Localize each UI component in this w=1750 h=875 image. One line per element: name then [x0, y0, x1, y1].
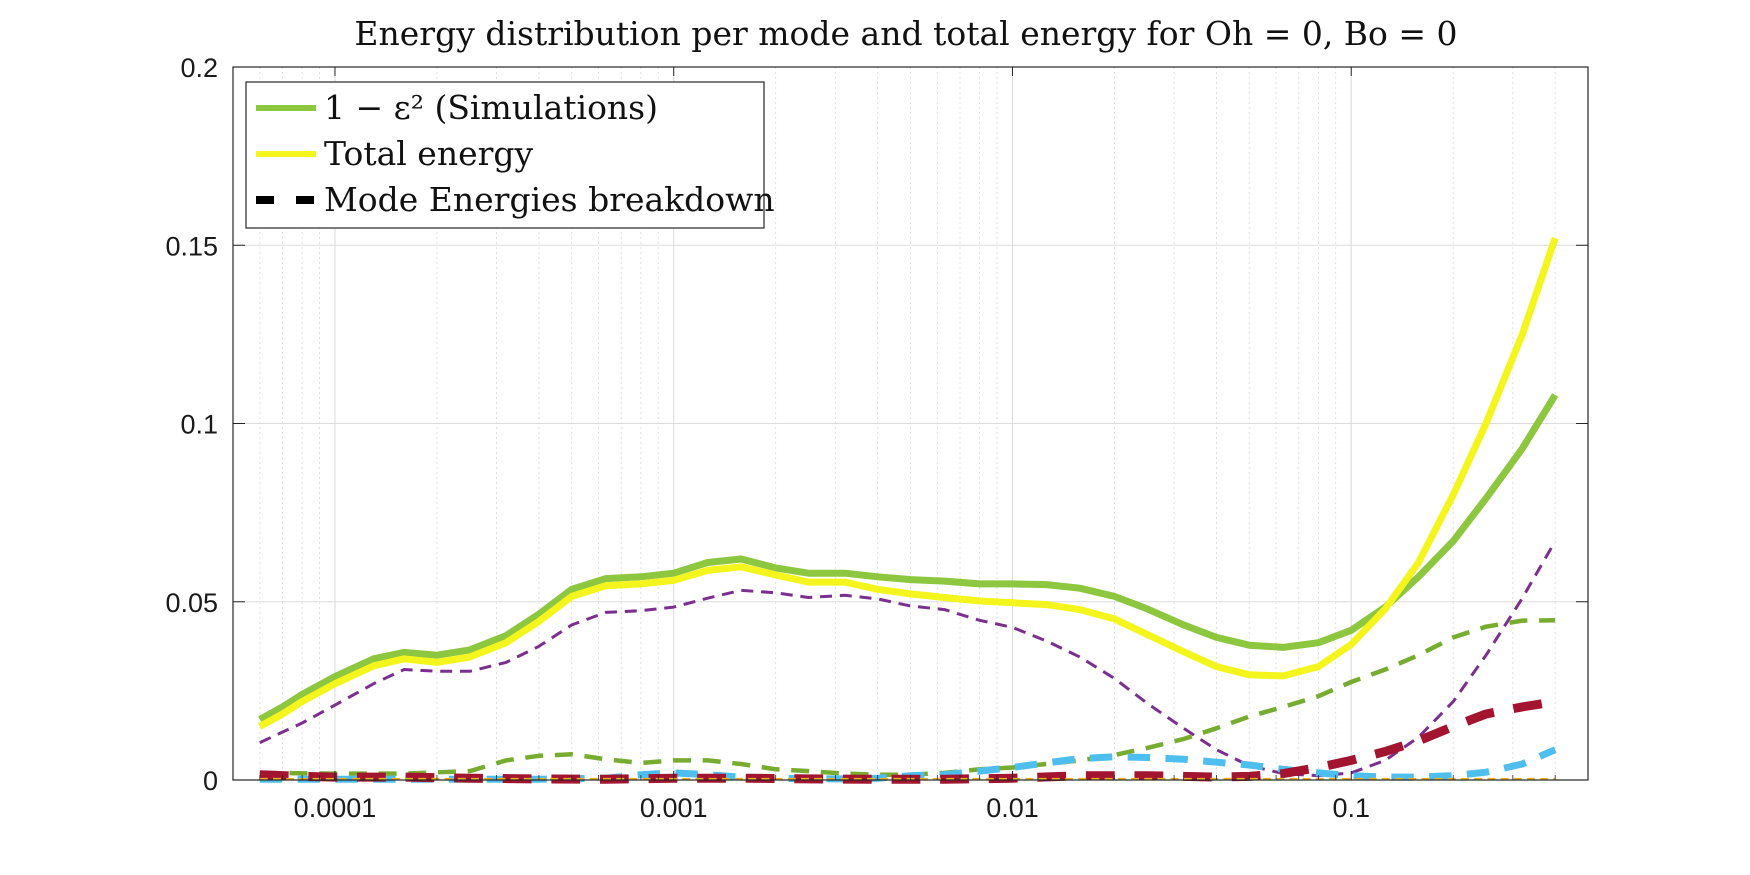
legend-label-0: 1 − ε² (Simulations) [324, 88, 658, 127]
legend: 1 − ε² (Simulations) Total energy Mode Ene… [245, 81, 775, 229]
legend-label-2: Mode Energies breakdown [324, 180, 775, 219]
y-tick-label: 0.15 [165, 231, 218, 261]
series-line-3 [259, 618, 1556, 777]
series-line-0 [258, 393, 1559, 723]
y-tick-label: 0.05 [165, 588, 218, 618]
y-tick-label: 0 [203, 766, 218, 796]
axis-tick-labels: 0.0001 0.001 0.01 0.1 0 0.05 0.1 0.15 0.2 [165, 53, 1370, 823]
series-line-1 [258, 236, 1559, 730]
series-line-4 [259, 746, 1557, 783]
series-layer [258, 236, 1559, 784]
grid-lines [232, 67, 1589, 780]
axis-ticks [232, 66, 1589, 781]
legend-label-1: Total energy [324, 134, 534, 173]
x-tick-label: 0.001 [640, 793, 708, 823]
series-line-2 [259, 540, 1557, 778]
y-tick-label: 0.2 [180, 53, 218, 83]
series-line-5 [259, 697, 1556, 784]
y-tick-label: 0.1 [180, 410, 218, 440]
x-tick-label: 0.1 [1332, 793, 1370, 823]
x-tick-label: 0.01 [986, 793, 1039, 823]
legend-box [245, 81, 765, 229]
x-tick-label: 0.0001 [294, 793, 377, 823]
chart-title: Energy distribution per mode and total e… [354, 14, 1457, 53]
